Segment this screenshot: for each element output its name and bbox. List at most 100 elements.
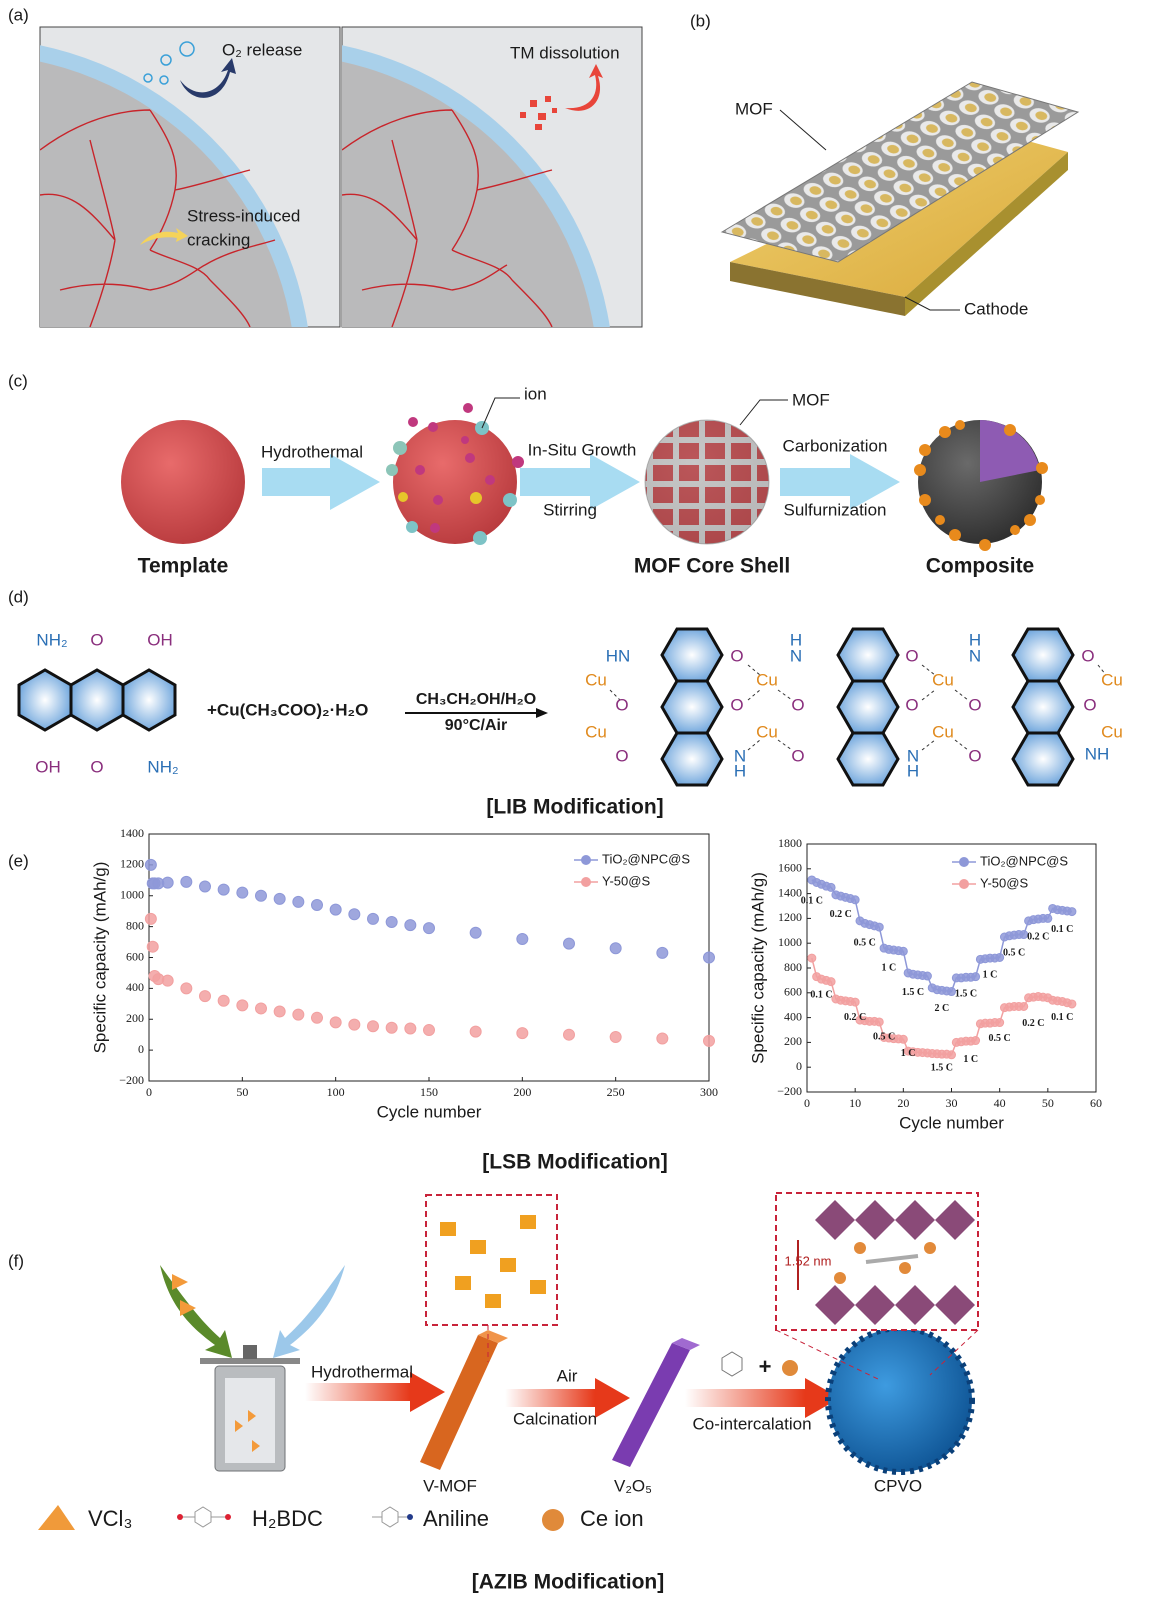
spacing-label: 1.52 nm (785, 1253, 832, 1268)
data-point (405, 920, 416, 931)
ring (19, 670, 71, 730)
data-point (200, 991, 211, 1002)
panel-c-part (433, 495, 443, 505)
atom-label: O (905, 646, 918, 665)
ring (662, 733, 722, 785)
atom-label: Cu (585, 722, 607, 741)
data-point (851, 998, 859, 1006)
figure: (a) (b) (c) (d) (e) (f) O₂ release Stres… (0, 0, 1166, 1605)
legend-label: TiO₂@NPC@S (602, 851, 690, 866)
panel-f-part-part (530, 1280, 546, 1294)
data-point (256, 1003, 267, 1014)
panel-c-part (393, 441, 407, 455)
data-point (657, 947, 668, 958)
step-label: Hydrothermal (311, 1362, 413, 1381)
y-tick-label: 200 (784, 1034, 802, 1048)
annotation: 1.5 C (902, 987, 924, 998)
panel-f-part-part (924, 1242, 936, 1254)
atom-label: H (907, 761, 919, 780)
chart: 050100150200250300−200020040060080010001… (90, 826, 718, 1122)
panel-a-part (545, 96, 551, 102)
x-tick-label: 100 (327, 1085, 345, 1099)
x-tick-label: 60 (1090, 1096, 1102, 1110)
panel-c-part-part (955, 420, 965, 430)
panel-f-part-part (455, 1276, 471, 1290)
x-tick-label: 300 (700, 1085, 718, 1099)
panel-label: (d) (8, 587, 29, 606)
data-point (386, 916, 397, 927)
data-point (875, 923, 883, 931)
atom-label: Cu (932, 670, 954, 689)
step-label: Hydrothermal (261, 442, 363, 461)
annotation: 1.5 C (955, 988, 977, 999)
data-point (1068, 908, 1076, 916)
y-tick-label: 1000 (778, 935, 802, 949)
step-label: Calcination (513, 1409, 597, 1428)
atom-label: O (730, 695, 743, 714)
panel-c-part (512, 456, 524, 468)
y-tick-label: 400 (784, 1009, 802, 1023)
panel-d-part (536, 708, 548, 718)
data-point (424, 923, 435, 934)
reagent: +Cu(CH₃COO)₂·H₂O (207, 700, 368, 719)
panel-c-part-part (1004, 424, 1016, 436)
panel-a-part (535, 124, 542, 130)
panel-f-part (612, 1343, 690, 1467)
legend-label: H₂BDC (252, 1506, 323, 1531)
annotation: 1 C (983, 970, 998, 981)
atom-label: O (968, 695, 981, 714)
atom-label: Cu (932, 722, 954, 741)
legend-marker (581, 877, 591, 887)
x-axis-label: Cycle number (899, 1113, 1004, 1132)
product-label: CPVO (874, 1476, 922, 1495)
panel-f-part (305, 1383, 410, 1401)
y-tick-label: 1200 (120, 857, 144, 871)
legend-label: Aniline (423, 1506, 489, 1531)
atom-label: NH₂ (36, 630, 67, 649)
step-label: Air (557, 1366, 578, 1385)
panel-c-part-part (262, 454, 380, 510)
panel-f-part (505, 1389, 595, 1407)
coordination-bond-part (778, 740, 792, 750)
panel-a: O₂ release Stress-induced cracking TM di… (0, 27, 642, 722)
annotation: 0.1 C (1051, 924, 1073, 935)
annotation: 0.5 C (873, 1032, 895, 1043)
panel-c-part (470, 492, 482, 504)
panel-c-part (645, 420, 769, 544)
x-tick-label: 250 (607, 1085, 625, 1099)
panel-c-part (485, 475, 495, 485)
annotation: 0.2 C (1027, 931, 1049, 942)
section-title: [LSB Modification] (482, 1151, 667, 1174)
data-point (256, 890, 267, 901)
y-tick-label: 0 (796, 1059, 802, 1073)
panel-c-part-part (919, 444, 931, 456)
data-point (162, 877, 173, 888)
panel-c-part (408, 417, 418, 427)
y-tick-label: −200 (777, 1084, 802, 1098)
annotation: 0.1 C (1051, 1012, 1073, 1023)
y-tick-label: 1400 (778, 885, 802, 899)
panel-a-part (538, 113, 546, 120)
y-tick-label: 600 (126, 949, 144, 963)
atom-label: NH₂ (147, 757, 178, 776)
atom-label: O (730, 646, 743, 665)
panel-f-part-part (899, 1262, 911, 1274)
step-label: Carbonization (783, 436, 888, 455)
coordination-bond-part (955, 690, 968, 700)
data-point (875, 1018, 883, 1026)
data-point (899, 947, 907, 955)
step-label: Co-intercalation (692, 1414, 811, 1433)
panel-f-part-part (440, 1222, 456, 1236)
atom-label: O (615, 695, 628, 714)
panel-f-part (273, 1265, 345, 1358)
panel-f-part-part (470, 1240, 486, 1254)
atom-label: O (1083, 695, 1096, 714)
data-point (181, 983, 192, 994)
x-tick-label: 150 (420, 1085, 438, 1099)
panel-f-part (685, 1389, 805, 1407)
data-point (972, 973, 980, 981)
data-point (424, 1025, 435, 1036)
panel-c-part-part (1010, 525, 1020, 535)
annotation: Stress-induced (187, 206, 300, 225)
panel-b-part (780, 110, 826, 150)
